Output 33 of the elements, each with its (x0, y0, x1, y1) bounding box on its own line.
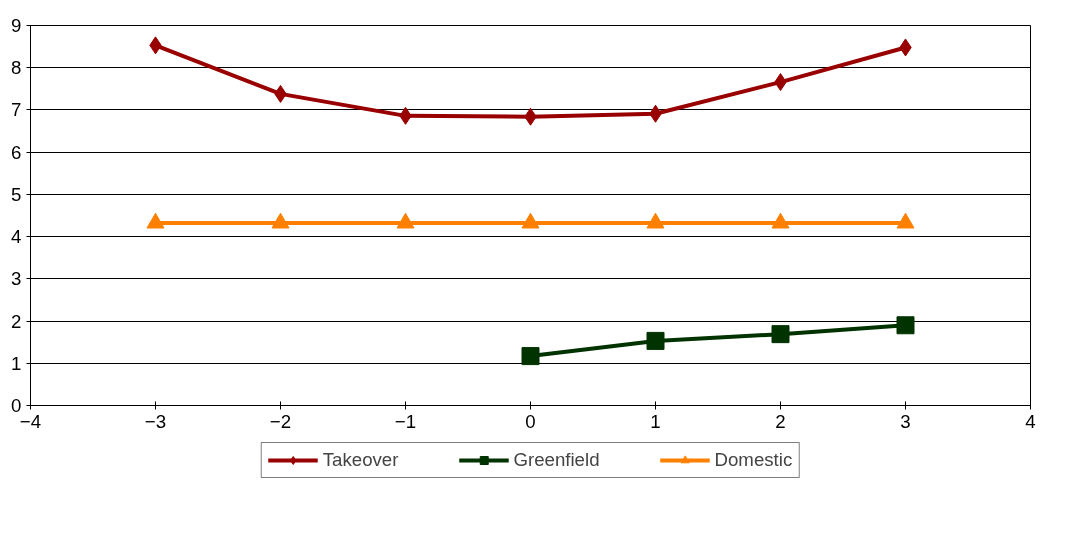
x-tick-label: 0 (525, 410, 536, 432)
legend-label: Greenfield (513, 449, 600, 471)
y-tick-label: 6 (11, 141, 22, 163)
point (896, 212, 915, 229)
x-tick-label: −3 (144, 410, 167, 432)
y-tick-label: 3 (11, 268, 22, 290)
point (271, 212, 290, 229)
x-tick-label: −4 (19, 410, 42, 432)
y-tick-label: 0 (11, 395, 22, 416)
point (771, 212, 790, 229)
y-tick-label: 7 (11, 99, 22, 121)
y-tick-label: 4 (11, 226, 22, 248)
x-tick-label: −2 (269, 410, 292, 432)
point (396, 212, 415, 229)
y-tick-label: 8 (11, 57, 22, 79)
x-tick-label: 2 (775, 410, 786, 432)
legend-label: Takeover (322, 449, 399, 471)
point (521, 212, 540, 229)
point (771, 325, 790, 344)
point (646, 331, 665, 350)
x-tick-label: −1 (394, 410, 417, 432)
y-tick-label: 1 (11, 352, 22, 374)
y-tick-label: 2 (11, 310, 22, 332)
x-tick-label: 1 (650, 410, 661, 432)
point (646, 212, 665, 229)
y-tick-label: 9 (11, 15, 22, 36)
x-tick-label: 4 (1025, 410, 1036, 432)
point (146, 212, 165, 229)
point (521, 347, 540, 366)
y-tick-label: 5 (11, 183, 22, 205)
point (896, 316, 915, 335)
legend-label: Domestic (714, 449, 793, 471)
x-tick-label: 3 (900, 410, 911, 432)
